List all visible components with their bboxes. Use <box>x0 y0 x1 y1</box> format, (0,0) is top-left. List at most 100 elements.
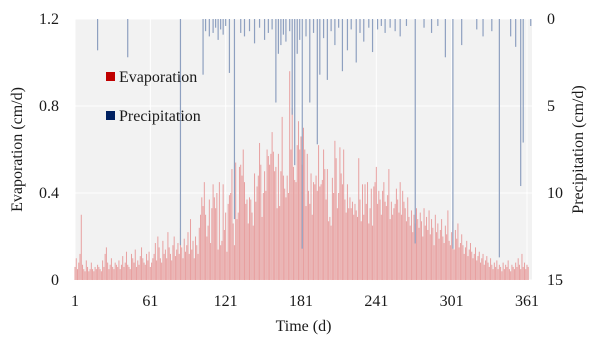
evaporation-bar <box>461 234 463 280</box>
precipitation-bar <box>233 19 236 220</box>
evaporation-bar <box>88 271 90 280</box>
precipitation-bar <box>510 19 512 37</box>
evaporation-bar <box>252 225 254 281</box>
evaporation-bar <box>267 156 269 280</box>
evaporation-bar <box>74 266 76 280</box>
evaporation-bar <box>156 260 158 280</box>
evaporation-bar <box>107 262 109 280</box>
precipitation-bar <box>127 19 129 58</box>
evaporation-bar <box>395 188 397 280</box>
evaporation-bar <box>221 240 223 280</box>
evaporation-bar <box>232 223 234 280</box>
evaporation-bar <box>281 116 283 281</box>
evaporation-bar <box>137 260 139 280</box>
precipitation-bar <box>312 19 315 33</box>
evaporation-bar <box>282 175 284 280</box>
evaporation-bar <box>169 253 171 280</box>
evaporation-bar <box>444 225 446 281</box>
y2-axis-title: Precipitation (cm/d) <box>570 85 587 213</box>
evaporation-bar <box>306 153 308 280</box>
evaporation-bar <box>242 149 244 280</box>
evaporation-bar <box>200 214 202 280</box>
evaporation-bar <box>103 266 105 280</box>
evaporation-bar <box>203 182 205 281</box>
evaporation-bar <box>152 258 154 280</box>
evaporation-bar <box>495 266 497 280</box>
evaporation-bar <box>399 182 401 281</box>
evaporation-bar <box>413 214 415 280</box>
y-axis-title: Evaporation (cm/d) <box>9 87 26 212</box>
evaporation-bar <box>89 269 91 281</box>
evaporation-bar <box>77 269 79 281</box>
evaporation-bar <box>228 195 230 280</box>
precipitation-bar <box>220 19 222 30</box>
evaporation-bar <box>82 264 84 280</box>
x-tick-label: 301 <box>440 293 464 310</box>
precipitation-bar <box>376 19 379 30</box>
evaporation-bar <box>419 212 421 280</box>
y2-tick-label: 10 <box>547 185 563 202</box>
evaporation-bar <box>405 221 407 280</box>
x-tick-label: 1 <box>71 293 79 310</box>
precipitation-bar <box>371 19 374 53</box>
evaporation-bar <box>362 184 364 280</box>
evaporation-bar <box>108 269 110 281</box>
evaporation-bar <box>158 247 160 281</box>
evaporation-bar <box>136 266 138 280</box>
evaporation-bar <box>127 264 129 280</box>
y2-tick-label: 5 <box>547 98 555 115</box>
precipitation-bar <box>394 19 396 32</box>
evaporation-bar <box>99 269 101 281</box>
evaporation-bar <box>340 173 342 280</box>
evaporation-bar <box>109 264 111 280</box>
evaporation-bar <box>223 229 225 280</box>
evaporation-bar <box>436 232 438 280</box>
evaporation-bar <box>192 240 194 280</box>
evaporation-bar <box>124 262 126 280</box>
evaporation-bar <box>375 166 377 280</box>
evaporation-bar <box>481 258 483 280</box>
precipitation-bar <box>204 19 207 32</box>
evaporation-bar <box>508 269 510 281</box>
evaporation-bar <box>97 264 99 280</box>
precipitation-bar <box>355 19 357 63</box>
x-tick-label: 181 <box>289 293 313 310</box>
evaporation-bar <box>517 258 519 280</box>
evaporation-bar <box>523 262 525 280</box>
evaporation-bar <box>266 149 268 280</box>
evaporation-bar <box>527 266 529 280</box>
evaporation-bar <box>85 260 87 280</box>
y-tick-label: 0.8 <box>39 98 59 115</box>
evaporation-bar <box>190 219 192 280</box>
evaporation-bar <box>426 216 428 280</box>
evaporation-bar <box>188 253 190 280</box>
evaporation-bar <box>206 236 208 280</box>
evaporation-bar <box>451 232 453 280</box>
evaporation-bar <box>168 247 170 281</box>
evaporation-bar <box>225 212 227 280</box>
evaporation-bar <box>341 184 343 280</box>
evaporation-bar <box>236 219 238 280</box>
evaporation-bar <box>299 149 301 280</box>
evaporation-bar <box>432 227 434 280</box>
precipitation-bar <box>384 19 386 33</box>
precipitation-bar <box>228 19 231 73</box>
evaporation-bar <box>482 253 484 280</box>
evaporation-bar <box>112 266 114 280</box>
evaporation-bar <box>256 186 258 280</box>
evaporation-bar <box>358 158 360 280</box>
evaporation-bar <box>129 269 131 281</box>
evaporation-bar <box>415 208 417 280</box>
precipitation-bar <box>380 19 382 26</box>
evaporation-bar <box>146 253 148 280</box>
precipitation-bar <box>319 19 321 75</box>
evaporation-bar <box>183 238 185 280</box>
evaporation-bar <box>151 262 153 280</box>
precipitation-bar <box>491 19 493 32</box>
evaporation-bar <box>110 258 112 280</box>
evaporation-bar <box>294 179 296 280</box>
evaporation-bar <box>345 212 347 280</box>
evaporation-bar <box>310 173 312 280</box>
evaporation-bar <box>421 221 423 280</box>
evaporation-bar <box>172 245 174 280</box>
